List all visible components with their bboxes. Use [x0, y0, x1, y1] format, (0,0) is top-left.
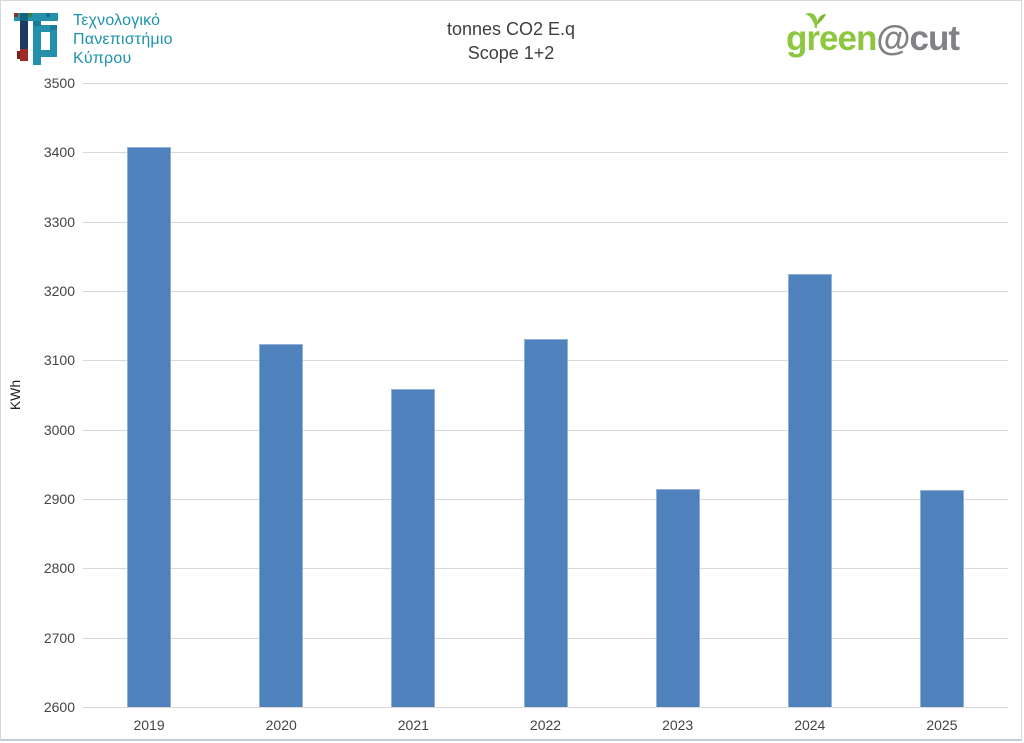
bar-2025 [919, 490, 964, 707]
university-name-line3: Κύπρου [73, 50, 132, 67]
y-tick-label-2900: 2900 [43, 491, 75, 507]
chart-title: tonnes CO2 E.q [446, 19, 576, 39]
brand-green-text: green [786, 19, 877, 58]
x-tick-label-2020: 2020 [265, 717, 297, 733]
bar-2021 [391, 388, 436, 707]
y-tick-label-3400: 3400 [43, 144, 75, 161]
y-tick-label-2800: 2800 [43, 560, 75, 577]
x-tick-label-2021: 2021 [397, 717, 429, 733]
gridline-2600 [83, 707, 1008, 708]
y-tick-label-3000: 3000 [43, 421, 75, 438]
greencut-logo: green@cut [786, 12, 960, 58]
leaf-icon [805, 12, 827, 29]
bar-2022 [523, 338, 568, 707]
gridline-3400 [83, 152, 1008, 154]
bar-2020 [259, 343, 304, 707]
x-tick-label-2023: 2023 [662, 717, 694, 733]
gridline-3300 [83, 221, 1008, 223]
y-tick-label-2700: 2700 [43, 629, 75, 646]
gridline-3500 [83, 83, 1008, 84]
y-tick-label-3100: 3100 [43, 352, 75, 369]
y-tick-label-2600: 2600 [43, 699, 75, 715]
y-tick-label-3300: 3300 [43, 213, 75, 230]
chart-title-block: tonnes CO2 E.q Scope 1+2 [1, 17, 1021, 65]
plot-area [83, 83, 1008, 708]
x-tick-label-2025: 2025 [926, 717, 958, 733]
y-tick-label-3500: 3500 [43, 75, 75, 91]
bar-2023 [655, 489, 700, 707]
gridline-3200 [83, 291, 1008, 292]
y-axis-label: KWh [7, 379, 23, 411]
university-name-line1: Τεχνολογικό [73, 12, 161, 29]
x-tick-label-2024: 2024 [794, 717, 826, 733]
university-name: Τεχνολογικό Πανεπιστήμιο Κύπρου [73, 11, 173, 68]
x-tick-label-2022: 2022 [529, 717, 562, 733]
bar-2024 [787, 273, 832, 707]
chart-subtitle: Scope 1+2 [467, 43, 555, 63]
brand-cut-text: @cut [876, 19, 960, 58]
university-name-line2: Πανεπιστήμιο [73, 31, 173, 48]
x-tick-label-2019: 2019 [133, 717, 165, 733]
y-tick-label-3200: 3200 [43, 283, 75, 299]
cut-logo: Τεχνολογικό Πανεπιστήμιο Κύπρου [13, 11, 173, 68]
bar-2019 [127, 147, 172, 707]
cut-logo-mark-icon [14, 13, 58, 65]
